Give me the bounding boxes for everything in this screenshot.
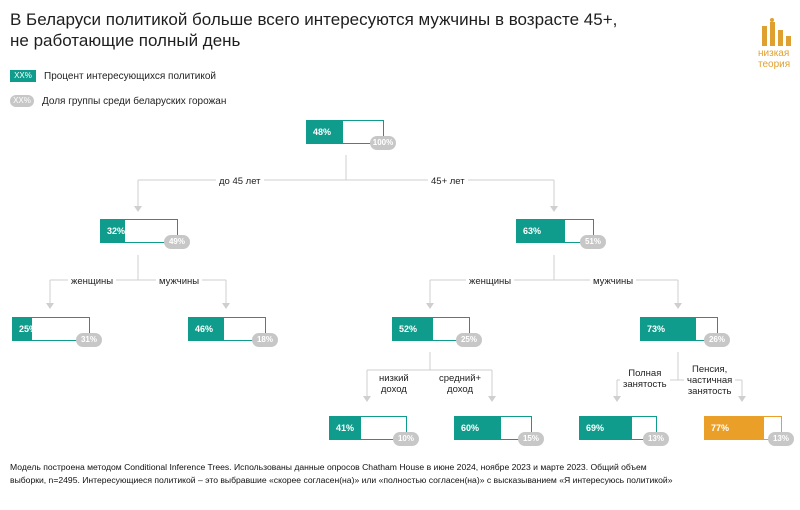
logo-text: низкая теория (758, 48, 790, 70)
edge-label-pension: Пенсия, частичная занятость (684, 364, 736, 397)
node-over45-interest: 63% (517, 220, 565, 242)
node-under45-bar: 32% (100, 219, 178, 243)
edge-label-full-time-line-1: Полная (628, 368, 662, 379)
legend-share-marker: XX% (10, 95, 34, 107)
node-full-time-share: 13% (643, 432, 669, 446)
node-mid-income-interest: 60% (455, 417, 501, 439)
title-line-2: не работающие полный день (10, 31, 241, 50)
node-over45-men-interest: 73% (641, 318, 696, 340)
node-mid-income-bar: 60% (454, 416, 532, 440)
logo-text-line-1: низкая (758, 48, 790, 59)
node-over45-women-share: 25% (456, 333, 482, 347)
edge-label-pension-line-2: частичная (687, 375, 733, 386)
edge-label-full-time: Полная занятость (620, 368, 670, 390)
node-under45-men-share: 18% (252, 333, 278, 347)
edge-label-over45-men: мужчины (590, 276, 637, 287)
arrowhead-full-time (613, 396, 621, 402)
edge-label-full-time-line-2: занятость (623, 379, 667, 390)
node-pension-part-time-interest: 77% (705, 417, 764, 439)
legend-interest-marker: XX% (10, 70, 36, 82)
legend-share-label: Доля группы среди беларуских горожан (42, 95, 227, 107)
footnote-line-2: выборки, n=2495. Интересующиеся политико… (10, 475, 673, 485)
arrowhead-low-income (363, 396, 371, 402)
arrowhead-over45-men (674, 303, 682, 309)
footnote: Модель построена методом Conditional Inf… (10, 461, 795, 487)
node-under45-women-share: 31% (76, 333, 102, 347)
edge-label-over45-women: женщины (466, 276, 515, 287)
node-under45-interest: 32% (101, 220, 125, 242)
edge-label-low-income-line-2: доход (380, 384, 407, 395)
node-root-interest: 48% (307, 121, 343, 143)
edge-label-pension-line-3: занятость (687, 386, 732, 397)
node-low-income-share: 10% (393, 432, 419, 446)
title-line-1: В Беларуси политикой больше всего интере… (10, 10, 618, 29)
node-pension-part-time-share: 13% (768, 432, 794, 446)
arrowhead-under45 (134, 206, 142, 212)
edge-label-low-income-line-1: низкий (379, 373, 409, 384)
node-under45-share: 49% (164, 235, 190, 249)
edge-label-pension-line-1: Пенсия, (692, 364, 728, 375)
node-root-share: 100% (370, 136, 396, 150)
legend-item-interest: XX% Процент интересующихся политикой (10, 70, 216, 82)
node-over45-women-interest: 52% (393, 318, 433, 340)
footnote-line-1: Модель построена методом Conditional Inf… (10, 462, 647, 472)
edge-label-mid-income-line-1: средний+ (439, 373, 482, 384)
node-over45-men-share: 26% (704, 333, 730, 347)
node-over45-share: 51% (580, 235, 606, 249)
brand-logo: низкая теория (758, 8, 798, 70)
edge-label-mid-income-line-2: доход (447, 384, 474, 395)
edge-label-mid-income: средний+ доход (436, 373, 485, 395)
chart-title: В Беларуси политикой больше всего интере… (10, 9, 690, 51)
edge-label-over45: 45+ лет (428, 176, 468, 187)
arrowhead-under45-women (46, 303, 54, 309)
logo-text-line-2: теория (758, 59, 791, 70)
node-low-income-interest: 41% (330, 417, 361, 439)
node-under45-women-bar: 25% (12, 317, 90, 341)
node-under45-men-interest: 46% (189, 318, 224, 340)
arrowhead-mid-income (488, 396, 496, 402)
edge-label-under45-women: женщины (68, 276, 117, 287)
edge-label-under45: до 45 лет (216, 176, 264, 187)
edge-label-under45-men: мужчины (156, 276, 203, 287)
node-pension-part-time-bar: 77% (704, 416, 782, 440)
legend-item-share: XX% Доля группы среди беларуских горожан (10, 95, 226, 107)
edge-label-low-income: низкий доход (376, 373, 412, 395)
legend-interest-label: Процент интересующихся политикой (44, 70, 217, 82)
node-full-time-interest: 69% (580, 417, 632, 439)
arrowhead-over45 (550, 206, 558, 212)
arrowhead-over45-women (426, 303, 434, 309)
logo-bars-icon (762, 18, 791, 46)
arrowhead-under45-men (222, 303, 230, 309)
node-under45-women-interest: 25% (13, 318, 37, 340)
arrowhead-pension (738, 396, 746, 402)
node-mid-income-share: 15% (518, 432, 544, 446)
